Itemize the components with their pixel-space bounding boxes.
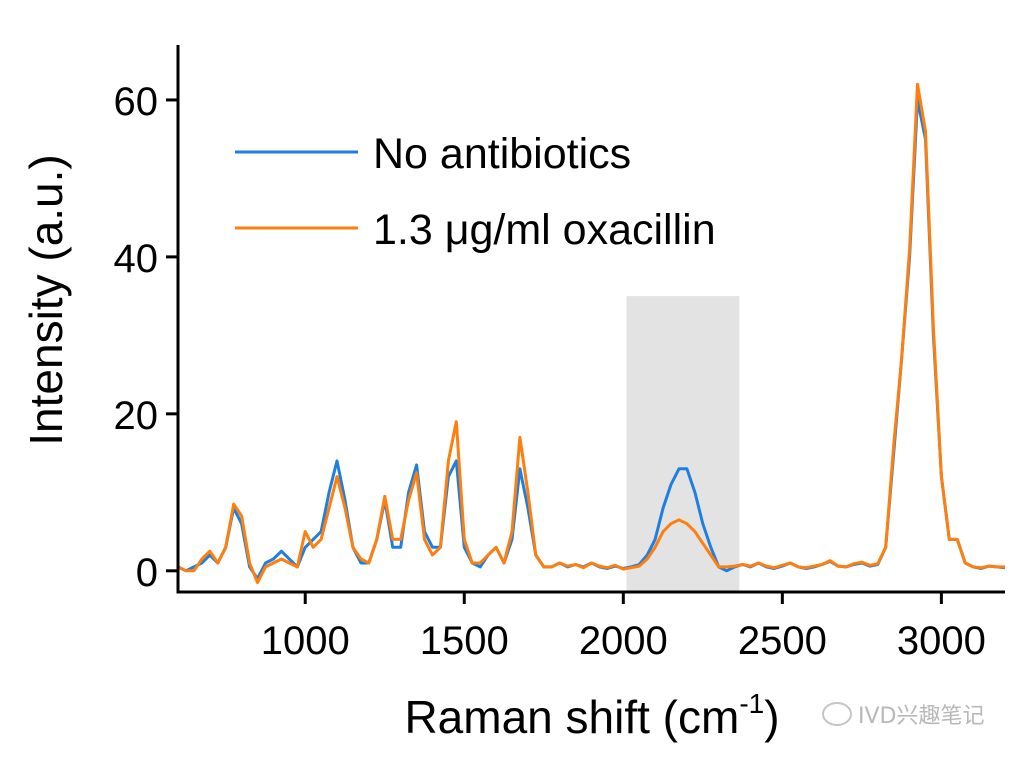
x-tick-label: 2000: [579, 619, 668, 663]
y-tick-label: 20: [114, 394, 159, 438]
wechat-icon: [822, 702, 852, 726]
shaded-region: [626, 296, 740, 592]
y-tick-label: 40: [114, 237, 159, 281]
x-tick-label: 1000: [261, 619, 350, 663]
legend: No antibiotics 1.3 μg/ml oxacillin: [235, 130, 716, 254]
watermark-text: IVD兴趣笔记: [858, 704, 985, 729]
x-axis-label: Raman shift (cm-1): [404, 688, 779, 743]
x-tick-label: 1500: [420, 619, 509, 663]
legend-label-no-antibiotics: No antibiotics: [373, 130, 631, 178]
watermark: IVD兴趣笔记: [822, 698, 984, 730]
legend-label-oxacillin: 1.3 μg/ml oxacillin: [373, 206, 716, 254]
y-tick-label: 0: [136, 551, 158, 595]
y-axis-label: Intensity (a.u.): [20, 154, 72, 445]
x-tick-label: 2500: [738, 619, 827, 663]
x-tick-label: 3000: [897, 619, 986, 663]
y-tick-label: 60: [114, 80, 159, 124]
series-line-oxacillin: [177, 82, 1005, 585]
